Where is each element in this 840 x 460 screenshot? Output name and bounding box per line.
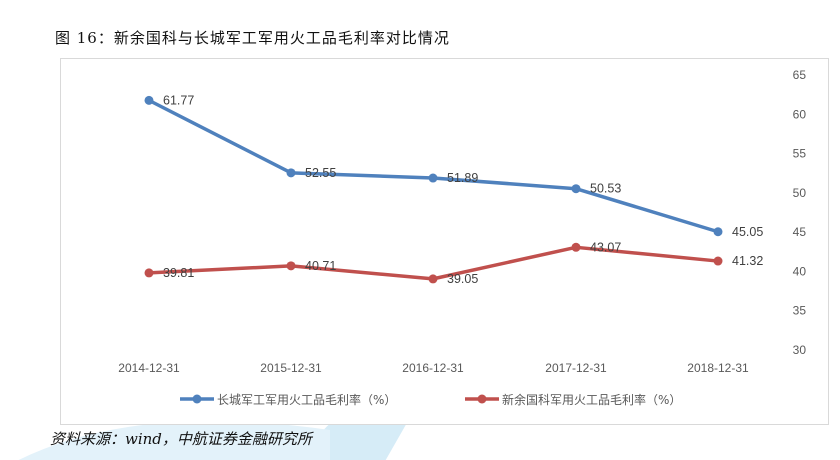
data-label: 50.53 (590, 182, 621, 196)
data-point (144, 268, 154, 278)
data-point (571, 242, 581, 252)
y-tick-label: 40 (793, 264, 807, 278)
x-tick-label: 2017-12-31 (545, 361, 607, 375)
data-point (428, 173, 438, 183)
x-tick-label: 2016-12-31 (402, 361, 464, 375)
y-tick-label: 60 (793, 107, 807, 121)
y-tick-label: 50 (793, 186, 807, 200)
data-label: 45.05 (732, 225, 763, 239)
data-label: 39.05 (447, 272, 478, 286)
data-point (286, 168, 296, 178)
data-label: 39.81 (163, 266, 194, 280)
x-tick-label: 2015-12-31 (260, 361, 322, 375)
legend-marker (192, 394, 202, 404)
data-label: 40.71 (305, 259, 336, 273)
data-point (286, 261, 296, 271)
data-point (428, 274, 438, 284)
data-label: 51.89 (447, 171, 478, 185)
y-tick-label: 30 (793, 343, 807, 357)
data-point (713, 227, 723, 237)
source-note: 资料来源：wind，中航证券金融研究所 (50, 430, 312, 448)
data-label: 52.55 (305, 166, 336, 180)
legend-label: 新余国科军用火工品毛利率（%） (502, 392, 681, 407)
data-label: 41.32 (732, 254, 763, 268)
data-point (713, 256, 723, 266)
data-label: 61.77 (163, 93, 194, 107)
legend-marker (477, 394, 487, 404)
y-tick-label: 35 (793, 304, 807, 318)
data-point (571, 184, 581, 194)
data-label: 43.07 (590, 240, 621, 254)
y-tick-label: 55 (793, 147, 807, 161)
data-point (144, 95, 154, 105)
figure-title: 图 16：新余国科与长城军工军用火工品毛利率对比情况 (55, 29, 450, 47)
x-tick-label: 2018-12-31 (687, 361, 749, 375)
watermark-shape (18, 421, 330, 460)
x-tick-label: 2014-12-31 (118, 361, 180, 375)
y-tick-label: 45 (793, 225, 807, 239)
legend-label: 长城军工军用火工品毛利率（%） (217, 392, 396, 407)
y-tick-label: 65 (793, 68, 807, 82)
